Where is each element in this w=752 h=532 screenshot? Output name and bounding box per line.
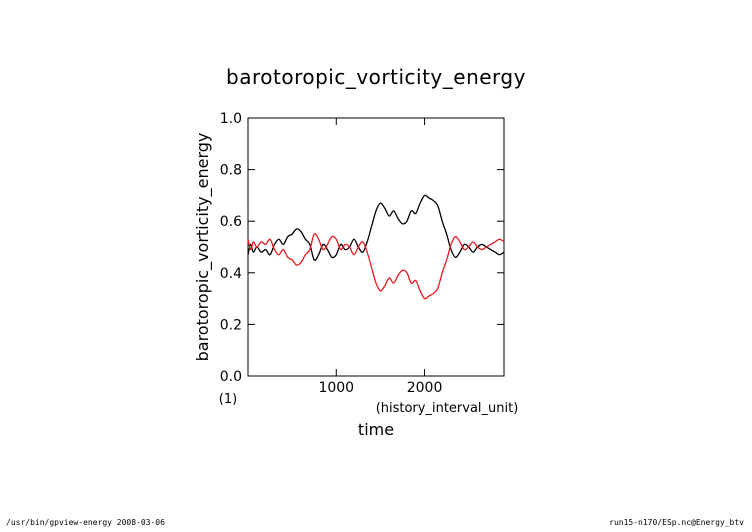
plot-frame bbox=[247, 117, 505, 377]
x-tick-label: 2000 bbox=[407, 380, 443, 396]
y-axis-ticks: 0.0 0.2 0.4 0.6 0.8 1.0 bbox=[220, 111, 504, 385]
y-tick-label: 0.8 bbox=[220, 163, 242, 179]
y-tick-label: 0.4 bbox=[220, 266, 242, 282]
footer-left: /usr/bin/gpview-energy 2008-03-06 bbox=[6, 518, 165, 527]
y-axis-label: barotoropic_vorticity_energy bbox=[193, 133, 213, 362]
y-tick-label: 1.0 bbox=[220, 111, 242, 127]
x-axis-label: time bbox=[358, 420, 394, 439]
x-axis-unit: (history_interval_unit) bbox=[376, 401, 519, 416]
chart-title: barotoropic_vorticity_energy bbox=[226, 65, 526, 89]
series-layer bbox=[247, 194, 505, 300]
y-tick-label: 0.2 bbox=[220, 317, 242, 333]
series-line-1 bbox=[247, 194, 505, 261]
series-line-2 bbox=[247, 233, 505, 300]
y-tick-label: 0.6 bbox=[220, 214, 242, 230]
y-tick-label: 0.0 bbox=[220, 369, 242, 385]
x-axis-ticks: 1000 2000 bbox=[318, 118, 442, 396]
x-tick-label: 1000 bbox=[318, 380, 354, 396]
y-axis-unit: (1) bbox=[219, 392, 237, 407]
footer-right: run15-n170/ESp.nc@Energy_btv bbox=[609, 518, 744, 527]
plot-area: 0.0 0.2 0.4 0.6 0.8 1.0 1000 2000 bbox=[220, 111, 505, 396]
